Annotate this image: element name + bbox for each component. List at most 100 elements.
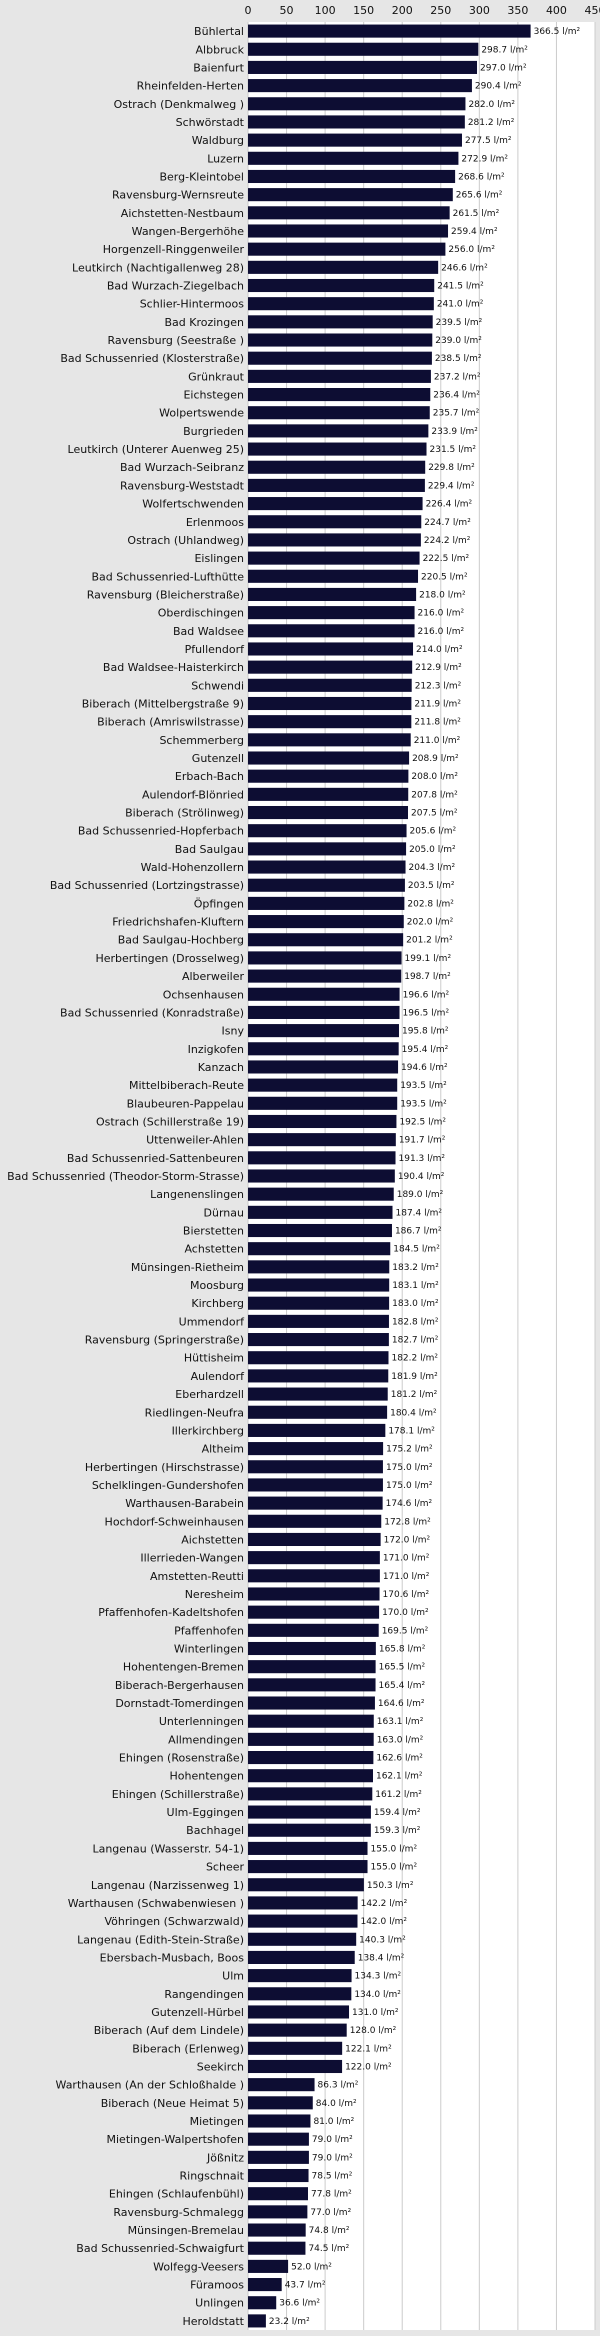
category-label: Ravensburg (Springerstraße) xyxy=(85,1334,244,1347)
bar xyxy=(248,1805,371,1819)
value-label: 186.7 l/m² xyxy=(395,1227,442,1237)
category-label: Hochdorf-Schweinhausen xyxy=(105,1515,244,1528)
bar xyxy=(248,1351,389,1365)
category-label: Aulendorf-Blönried xyxy=(142,788,244,801)
value-label: 268.6 l/m² xyxy=(458,172,505,182)
value-label: 194.6 l/m² xyxy=(401,1063,448,1073)
value-label: 290.4 l/m² xyxy=(475,82,522,92)
value-label: 196.6 l/m² xyxy=(403,990,450,1000)
category-label: Warthausen (An der Schloßhalde ) xyxy=(56,2079,244,2092)
value-label: 74.8 l/m² xyxy=(309,2226,350,2236)
x-tick-label: 450 xyxy=(585,4,600,17)
category-label: Füramoos xyxy=(190,2279,244,2292)
value-label: 204.3 l/m² xyxy=(409,863,456,873)
x-tick-label: 150 xyxy=(353,4,374,17)
bar xyxy=(248,369,431,383)
category-label: Bad Wurzach-Seibranz xyxy=(120,461,244,474)
category-label: Albbruck xyxy=(196,43,245,56)
value-label: 155.0 l/m² xyxy=(371,1844,418,1854)
value-label: 203.5 l/m² xyxy=(408,881,455,891)
bar xyxy=(248,2150,309,2164)
value-label: 155.0 l/m² xyxy=(371,1863,418,1873)
value-label: 236.4 l/m² xyxy=(433,391,480,401)
category-label: Rangendingen xyxy=(164,1988,244,2001)
bar xyxy=(248,678,412,692)
value-label: 241.0 l/m² xyxy=(437,300,484,310)
bar xyxy=(248,42,479,56)
bar xyxy=(248,1278,390,1292)
bar xyxy=(248,1732,374,1746)
value-label: 205.0 l/m² xyxy=(409,845,456,855)
bar xyxy=(248,1223,392,1238)
category-label: Langenau (Wasserstr. 54-1) xyxy=(92,1842,244,1855)
value-label: 229.8 l/m² xyxy=(428,463,475,473)
bar xyxy=(248,1296,390,1310)
bar xyxy=(248,551,420,565)
category-label: Inzigkofen xyxy=(188,1043,244,1056)
category-label: Horgenzell-Ringgenweiler xyxy=(103,243,245,256)
category-label: Riedlingen-Neufra xyxy=(145,1406,244,1419)
category-label: Gutenzell-Hürbel xyxy=(151,2006,244,2019)
category-label: Biberach (Mittelbergstraße 9) xyxy=(82,697,244,710)
x-tick-label: 50 xyxy=(280,4,294,17)
category-label: Scheer xyxy=(206,1861,245,1874)
category-label: Warthausen (Schwabenwiesen ) xyxy=(68,1897,244,1910)
bar xyxy=(248,1950,355,1964)
bar xyxy=(248,1187,394,1201)
category-label: Öpfingen xyxy=(194,897,244,910)
bar xyxy=(248,97,466,111)
category-label: Altheim xyxy=(202,1443,244,1456)
value-label: 142.2 l/m² xyxy=(361,1899,408,1909)
bar xyxy=(248,2114,311,2128)
category-label: Seekirch xyxy=(197,2060,244,2073)
bar xyxy=(248,2241,306,2255)
bar xyxy=(248,1496,383,1510)
value-label: 224.2 l/m² xyxy=(424,536,471,546)
bar xyxy=(248,2041,343,2055)
category-label: Wolfegg-Veesers xyxy=(153,2260,244,2273)
bar xyxy=(248,1914,358,1928)
bar xyxy=(248,2059,343,2074)
category-label: Isny xyxy=(222,1025,245,1038)
category-label: Wolfertschwenden xyxy=(142,498,244,511)
category-label: Ulm xyxy=(222,1970,244,1983)
category-label: Bad Schussenried (Lortzingstrasse) xyxy=(50,879,244,892)
x-axis-ticks: 0 50 100 150 200 250 300 350 400 450 xyxy=(245,4,600,17)
bar xyxy=(248,1551,380,1565)
value-label: 181.9 l/m² xyxy=(391,1372,438,1382)
bar xyxy=(248,1260,390,1274)
value-label: 172.8 l/m² xyxy=(384,1517,431,1527)
value-label: 43.7 l/m² xyxy=(285,2281,326,2291)
category-label: Erbach-Bach xyxy=(175,770,244,783)
category-label: Biberach (Strölinweg) xyxy=(125,807,244,820)
x-tick-label: 300 xyxy=(469,4,490,17)
value-label: 182.2 l/m² xyxy=(391,1354,438,1364)
bar xyxy=(248,1114,397,1129)
value-label: 172.0 l/m² xyxy=(384,1535,431,1545)
value-label: 184.5 l/m² xyxy=(393,1245,440,1255)
value-label: 159.4 l/m² xyxy=(374,1808,421,1818)
bar xyxy=(248,1333,389,1347)
value-label: 212.9 l/m² xyxy=(415,663,462,673)
category-label: Winterlingen xyxy=(174,1643,244,1656)
category-label: Waldburg xyxy=(192,134,244,147)
value-label: 134.3 l/m² xyxy=(355,1972,402,1982)
bar xyxy=(248,1078,398,1092)
bar xyxy=(248,896,405,910)
category-label: Illerrieden-Wangen xyxy=(140,1552,244,1565)
value-label: 183.2 l/m² xyxy=(392,1263,439,1273)
category-label: Hohentengen-Bremen xyxy=(123,1661,244,1674)
bar xyxy=(248,206,450,220)
category-label: Ravensburg-Wernsreute xyxy=(112,189,244,202)
bar xyxy=(248,1096,398,1110)
bar xyxy=(248,733,411,747)
value-label: 216.0 l/m² xyxy=(418,609,465,619)
category-label: Eislingen xyxy=(194,552,244,565)
category-label: Wald-Hohenzollern xyxy=(141,861,244,874)
category-label: Dornstadt-Tomerdingen xyxy=(115,1697,244,1710)
value-label: 138.4 l/m² xyxy=(358,1953,405,1963)
category-label: Wangen-Bergerhöhe xyxy=(132,225,245,238)
bar xyxy=(248,624,415,638)
bar xyxy=(248,1896,358,1910)
bar xyxy=(248,769,409,783)
